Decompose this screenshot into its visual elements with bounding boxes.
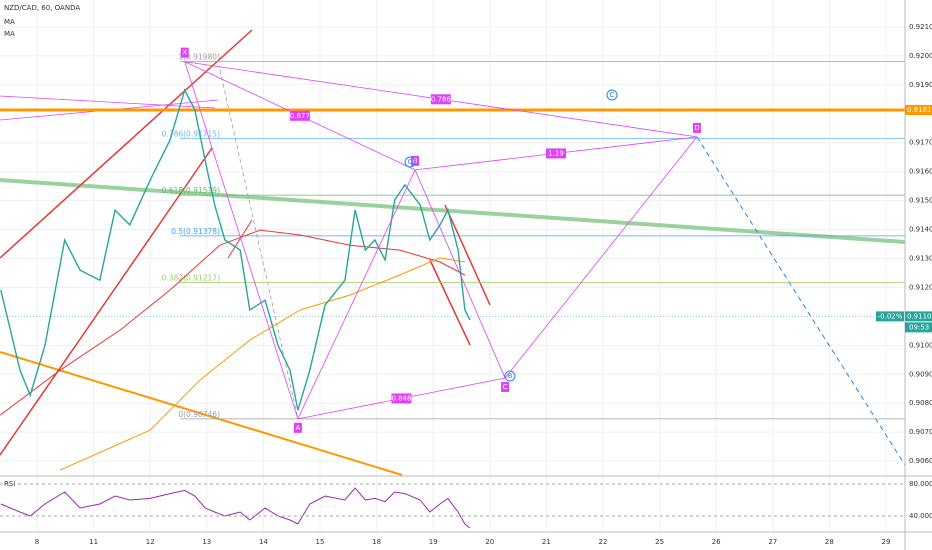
red-channel-lower [0, 147, 213, 456]
x-tick-label: 27 [768, 538, 777, 546]
fib-label: 0.382(0.91217) [162, 274, 220, 283]
wave-circle [504, 370, 516, 382]
pattern-leg [184, 61, 299, 419]
x-tick-label: 21 [542, 538, 551, 546]
x-tick-label: 25 [655, 538, 664, 546]
x-tick-label: 8 [35, 538, 39, 546]
x-tick-label: 18 [372, 538, 381, 546]
orange-trendline [0, 351, 403, 476]
x-tick-label: 14 [259, 538, 268, 546]
fib-label: 0.786(0.91715) [162, 129, 220, 138]
ratio-label: 0.848 [391, 394, 411, 402]
ratio-tag [430, 94, 451, 105]
pattern-point-label: A [296, 424, 301, 432]
level-tag [905, 104, 932, 115]
pattern-leg [504, 136, 698, 379]
ratio-tag [391, 393, 412, 404]
wave-label: C [610, 91, 615, 99]
fib-label: 0.618(0.91519) [162, 186, 220, 195]
pattern-point [692, 122, 701, 133]
rsi-tick-label: 80.0000 [909, 480, 932, 488]
pattern-leg [414, 169, 506, 379]
ratio-label: 0.677 [290, 112, 310, 120]
time-tag [905, 322, 932, 333]
moving-average [59, 257, 465, 471]
y-tick-label: 0.92100 [909, 23, 932, 31]
x-tick-label: 11 [89, 538, 98, 546]
x-tick-label: 20 [485, 538, 494, 546]
x-tick-label: 29 [882, 538, 891, 546]
red-wedge [444, 204, 491, 306]
pattern-point [501, 382, 510, 393]
pattern-point-label: D [694, 124, 699, 132]
x-tick-label: 26 [712, 538, 721, 546]
x-tick-label: 12 [146, 538, 155, 546]
x-tick-label: 28 [825, 538, 834, 546]
legend-entry: MA [4, 30, 15, 38]
price-line [0, 88, 471, 411]
x-tick-label: 19 [429, 538, 438, 546]
legend-entry: MA [4, 18, 15, 26]
pink-line [0, 95, 216, 109]
red-wedge [227, 219, 253, 259]
fib-label: 0.5(0.91378) [171, 227, 220, 236]
drawings [0, 29, 906, 476]
ratio-label: 0.786 [431, 95, 452, 103]
projection-line [696, 136, 906, 466]
rsi-title: RSI [4, 480, 15, 488]
red-wedge [429, 259, 471, 346]
wave-label: C [408, 158, 413, 166]
rsi-tick-label: 40.0000 [909, 512, 932, 520]
wave-circle [404, 156, 416, 168]
rsi-line [0, 487, 471, 529]
dashed-line [219, 69, 299, 420]
ratio-tag [289, 110, 310, 121]
pattern-point-label: X [182, 49, 187, 57]
x-tick-label: 22 [599, 538, 608, 546]
level-label: 0.91813 [907, 106, 932, 114]
ratio-label: 1.19 [548, 149, 564, 157]
change-tag [876, 311, 904, 322]
wave-circle [606, 89, 618, 101]
red-channel-upper [0, 29, 253, 259]
change-label: -0.02% [878, 312, 903, 320]
pattern-leg [297, 169, 416, 420]
pattern-point [180, 47, 189, 58]
wave-label: B [508, 372, 513, 380]
grid [0, 0, 905, 532]
time-label: 09:53 [909, 323, 929, 331]
price-tag [905, 311, 932, 322]
fib-label: 1(0.91980) [178, 53, 220, 62]
x-tick-label: 13 [202, 538, 211, 546]
ratio-tag [546, 148, 567, 159]
x-tick-label: 15 [316, 538, 325, 546]
plot: 1(0.91980) 0.786(0.91715) 0.618(0.91519) 0.… [0, 47, 905, 529]
pattern-point [293, 422, 302, 433]
moving-average [0, 229, 466, 416]
symbol-title: NZD/CAD, 60, OANDA [4, 4, 80, 12]
green-trendline [0, 178, 906, 244]
pattern-point-label: C [503, 383, 508, 391]
fib-label: 0(0.90746) [178, 410, 220, 419]
